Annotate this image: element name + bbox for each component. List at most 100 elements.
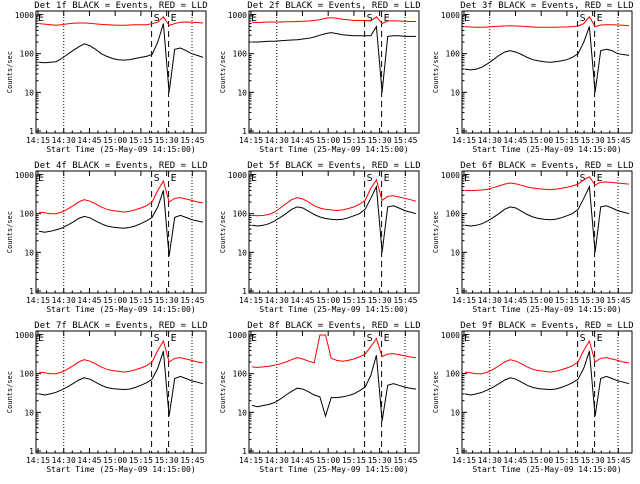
x-tick-label: 15:15 <box>555 296 579 305</box>
x-axis-label: Start Time (25-May-09 14:15:00) <box>46 145 195 154</box>
x-tick-label: 14:15 <box>452 136 476 145</box>
y-tick-label: 1000 <box>441 171 460 180</box>
y-tick-label: 100 <box>446 370 461 379</box>
y-tick-label: 1000 <box>441 11 460 20</box>
x-tick-label: 15:45 <box>606 136 630 145</box>
x-tick-label: 15:45 <box>606 296 630 305</box>
y-tick-label: 100 <box>233 50 248 59</box>
x-axis-label: Start Time (25-May-09 14:15:00) <box>46 465 195 474</box>
detector-panel-9: Det 9f BLACK = Events, RED = LLD 1 10 100 10… <box>432 321 634 474</box>
y-axis-label: Counts/sec <box>6 51 14 93</box>
x-tick-label: 14:15 <box>26 136 50 145</box>
events-series-line <box>252 25 416 93</box>
x-tick-label: 15:15 <box>129 456 153 465</box>
lld-series-line <box>38 179 204 215</box>
x-tick-label: 14:45 <box>77 136 101 145</box>
detector-panel-7: Det 7f BLACK = Events, RED = LLD 1 10 100 10… <box>6 321 208 474</box>
lld-series-line <box>251 16 416 25</box>
left-e-label: E <box>38 333 44 344</box>
detector-panel-5: Det 5f BLACK = Events, RED = LLD 1 10 100 10… <box>219 161 421 314</box>
start-marker-label: S <box>580 173 586 184</box>
end-marker-label: E <box>597 13 603 24</box>
x-tick-label: 15:15 <box>342 136 366 145</box>
x-tick-label: 14:45 <box>290 296 314 305</box>
y-tick-label: 10 <box>450 408 460 417</box>
lld-series-line <box>251 334 417 368</box>
y-tick-label: 10 <box>24 248 34 257</box>
x-tick-label: 15:00 <box>529 136 553 145</box>
y-tick-label: 100 <box>446 210 461 219</box>
start-marker-label: S <box>367 333 373 344</box>
y-tick-label: 100 <box>233 210 248 219</box>
events-series-line <box>251 184 417 253</box>
x-tick-label: 15:30 <box>368 296 392 305</box>
x-tick-label: 15:00 <box>103 296 127 305</box>
y-tick-label: 1 <box>29 447 34 456</box>
x-tick-label: 15:15 <box>555 136 579 145</box>
x-tick-label: 14:45 <box>290 136 314 145</box>
plot-frame <box>248 330 420 454</box>
end-marker-label: E <box>171 13 177 24</box>
left-e-label: E <box>38 173 44 184</box>
x-tick-label: 14:45 <box>503 136 527 145</box>
left-e-label: E <box>464 173 470 184</box>
x-tick-label: 14:45 <box>503 456 527 465</box>
y-tick-label: 1000 <box>15 11 34 20</box>
y-tick-label: 1 <box>242 127 247 136</box>
x-tick-label: 15:30 <box>155 456 179 465</box>
x-tick-label: 14:15 <box>452 456 476 465</box>
y-tick-label: 100 <box>20 210 35 219</box>
detector-panel-3: Det 3f BLACK = Events, RED = LLD 1 10 100 10… <box>432 1 634 154</box>
x-tick-label: 15:00 <box>103 136 127 145</box>
y-axis-label: Counts/sec <box>219 211 227 253</box>
start-marker-label: S <box>367 173 373 184</box>
panel-title: Det 1f BLACK = Events, RED = LLD <box>34 1 207 11</box>
x-tick-label: 14:30 <box>265 296 289 305</box>
end-marker-label: E <box>384 173 390 184</box>
y-tick-label: 1 <box>455 287 460 296</box>
x-tick-label: 14:30 <box>52 136 76 145</box>
end-marker-label: E <box>384 13 390 24</box>
x-tick-label: 14:15 <box>239 456 263 465</box>
end-marker-label: E <box>597 173 603 184</box>
x-tick-label: 15:00 <box>529 296 553 305</box>
x-tick-label: 14:30 <box>478 296 502 305</box>
x-axis-label: Start Time (25-May-09 14:15:00) <box>472 145 621 154</box>
x-tick-label: 14:30 <box>265 136 289 145</box>
y-axis-label: Counts/sec <box>6 211 14 253</box>
lld-series-line <box>464 339 630 375</box>
plot-frame <box>461 10 633 134</box>
left-e-label: E <box>464 13 470 24</box>
x-tick-label: 15:00 <box>316 136 340 145</box>
events-series-line <box>38 190 204 257</box>
y-tick-label: 1 <box>242 287 247 296</box>
y-tick-label: 10 <box>24 408 34 417</box>
y-tick-label: 100 <box>20 370 35 379</box>
events-series-line <box>464 26 630 93</box>
y-tick-label: 1000 <box>228 171 247 180</box>
x-axis-label: Start Time (25-May-09 14:15:00) <box>259 305 408 314</box>
panel-title: Det 4f BLACK = Events, RED = LLD <box>34 161 207 171</box>
lld-series-line <box>464 15 630 28</box>
x-tick-label: 14:30 <box>265 456 289 465</box>
y-tick-label: 10 <box>237 408 247 417</box>
x-tick-label: 15:30 <box>155 136 179 145</box>
y-axis-label: Counts/sec <box>432 51 440 93</box>
y-tick-label: 100 <box>233 370 248 379</box>
y-tick-label: 1000 <box>15 171 34 180</box>
plot-frame <box>248 170 420 294</box>
y-tick-label: 100 <box>446 50 461 59</box>
x-tick-label: 15:30 <box>368 456 392 465</box>
x-tick-label: 15:30 <box>581 296 605 305</box>
left-e-label: E <box>464 333 470 344</box>
y-tick-label: 10 <box>237 88 247 97</box>
start-marker-label: S <box>580 333 586 344</box>
y-axis-label: Counts/sec <box>432 211 440 253</box>
x-tick-label: 15:15 <box>342 456 366 465</box>
y-tick-label: 1000 <box>441 331 460 340</box>
y-tick-label: 1 <box>29 127 34 136</box>
x-tick-label: 14:15 <box>26 456 50 465</box>
detector-panel-4: Det 4f BLACK = Events, RED = LLD 1 10 100 10… <box>6 161 208 314</box>
x-tick-label: 15:00 <box>529 456 553 465</box>
